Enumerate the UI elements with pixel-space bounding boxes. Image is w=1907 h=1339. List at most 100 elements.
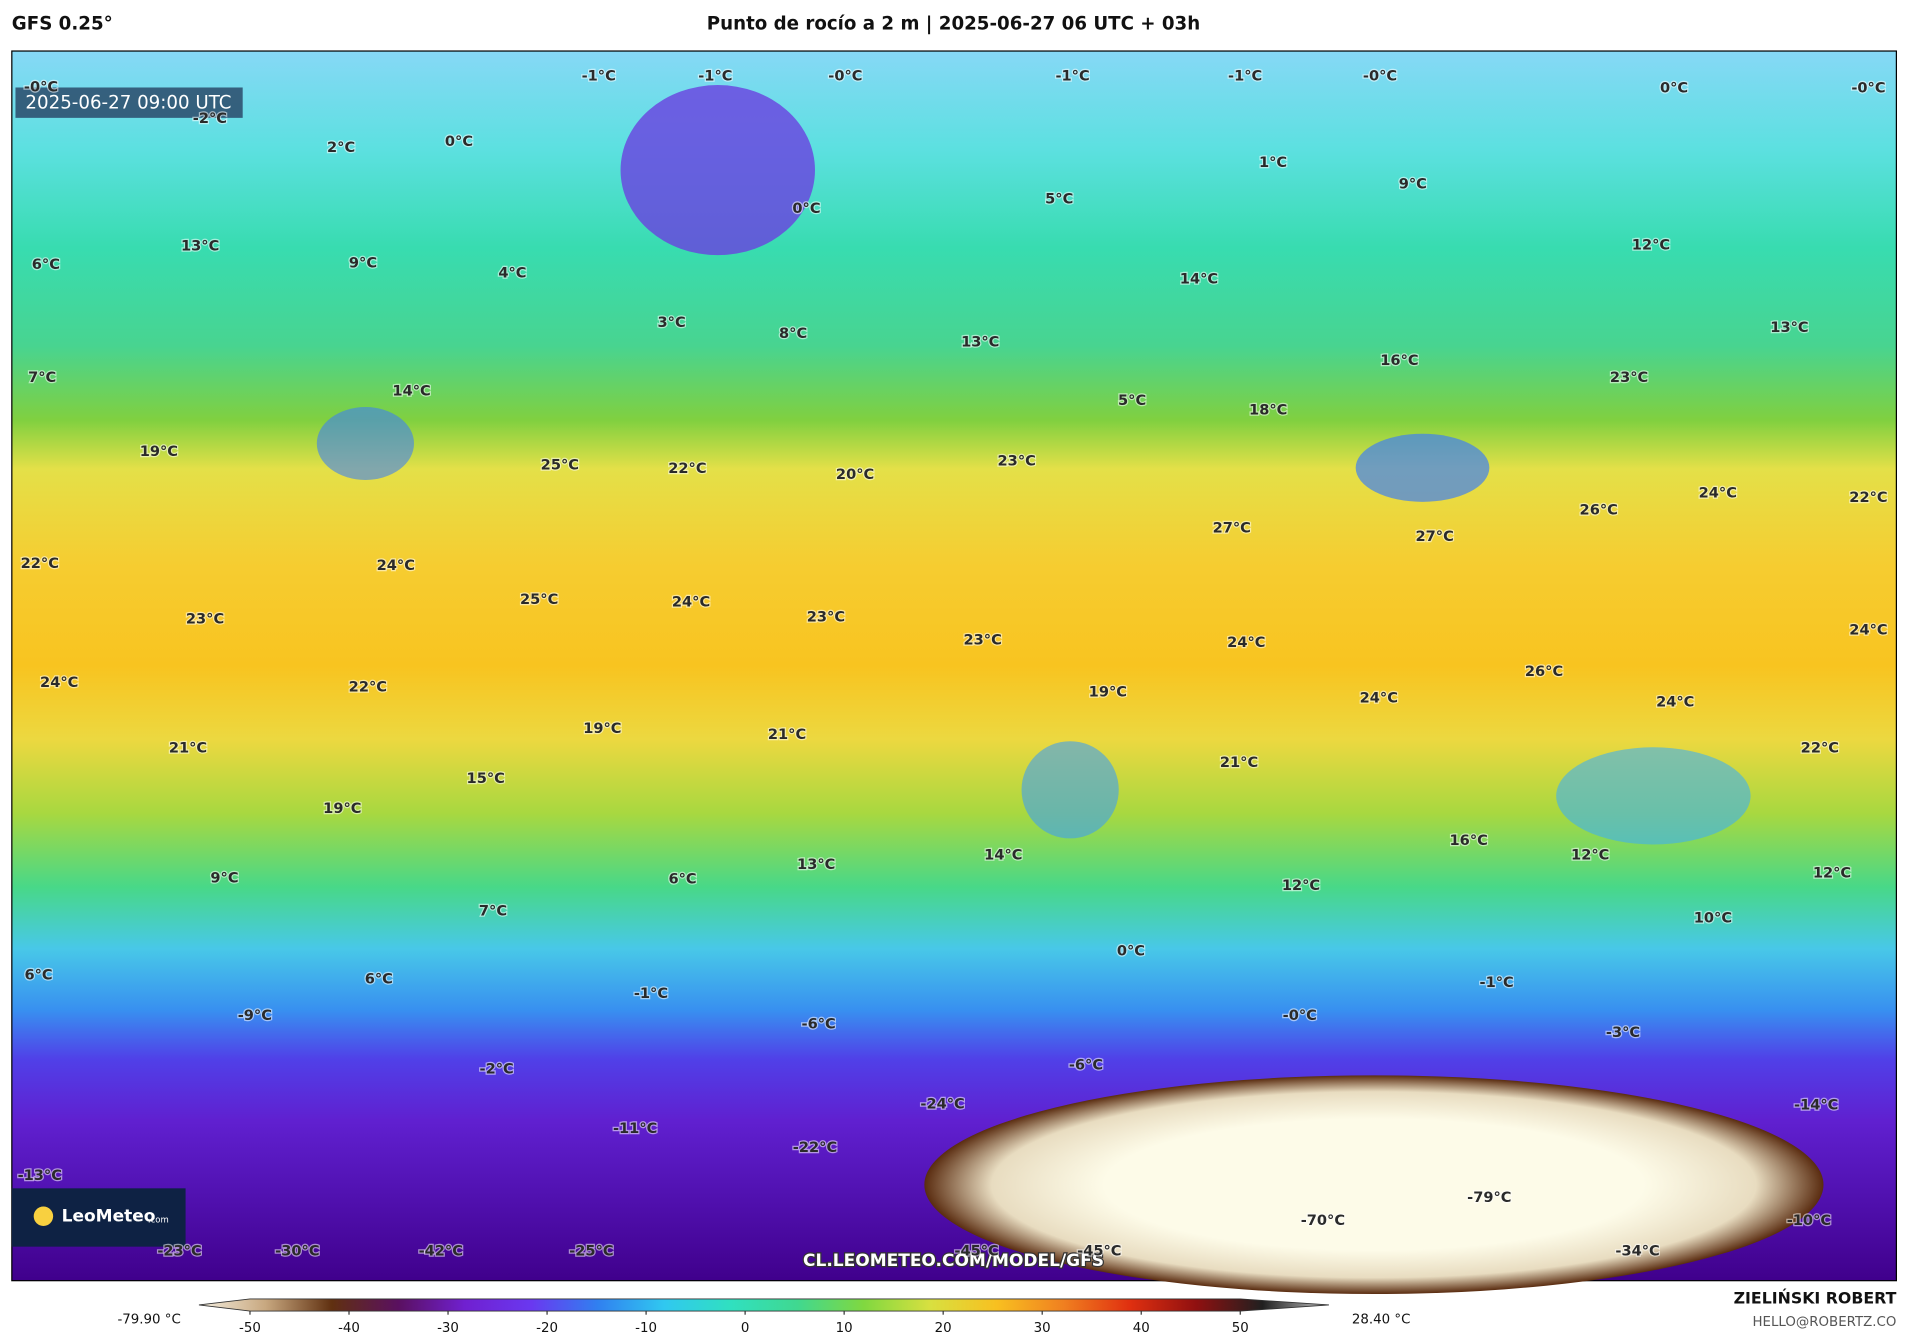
rockies xyxy=(316,407,415,480)
dewpoint-label: 24°C xyxy=(1656,693,1694,710)
dewpoint-label: 19°C xyxy=(323,800,361,817)
dewpoint-label: -34°C xyxy=(1615,1243,1659,1260)
dewpoint-label: 9°C xyxy=(1399,176,1427,193)
map-title: Punto de rocío a 2 m | 2025-06-27 06 UTC… xyxy=(707,13,1200,34)
dewpoint-label: 0°C xyxy=(792,200,820,217)
map-background xyxy=(11,50,1897,1282)
colorbar-min: -79.90 °C xyxy=(117,1313,180,1328)
dewpoint-label: -6°C xyxy=(1069,1057,1103,1074)
dewpoint-label: -10°C xyxy=(1787,1212,1831,1229)
dewpoint-label: 6°C xyxy=(32,256,60,273)
colorbar-tick-label: -20 xyxy=(536,1321,558,1336)
tibet xyxy=(1355,433,1490,502)
dewpoint-label: 13°C xyxy=(1770,319,1808,336)
colorbar-tick-label: -40 xyxy=(338,1321,360,1336)
dewpoint-label: 6°C xyxy=(365,970,393,987)
dewpoint-label: 24°C xyxy=(1849,622,1887,639)
logo: LeoMeteo xyxy=(62,1206,156,1226)
dewpoint-label: 0°C xyxy=(1660,80,1688,97)
dewpoint-label: 7°C xyxy=(28,369,56,386)
dewpoint-label: 24°C xyxy=(377,557,415,574)
dewpoint-label: 22°C xyxy=(668,460,706,477)
dewpoint-label: -1°C xyxy=(582,68,616,85)
colorbar-tick-label: 0 xyxy=(741,1321,750,1336)
dewpoint-label: 23°C xyxy=(807,608,845,625)
dewpoint-label: -45°C xyxy=(954,1243,998,1260)
dewpoint-label: 4°C xyxy=(498,264,526,281)
colorbar-tick-label: 30 xyxy=(1034,1321,1051,1336)
dewpoint-label: 24°C xyxy=(40,674,78,691)
dewpoint-label: 7°C xyxy=(479,902,507,919)
dewpoint-label: 22°C xyxy=(21,555,59,572)
dewpoint-label: -2°C xyxy=(480,1060,514,1077)
dewpoint-label: -14°C xyxy=(1794,1097,1838,1114)
dewpoint-label: 15°C xyxy=(467,770,505,787)
dewpoint-label: -23°C xyxy=(157,1243,201,1260)
colorbar-max: 28.40 °C xyxy=(1352,1313,1411,1328)
dewpoint-label: -11°C xyxy=(613,1120,657,1137)
dewpoint-label: -70°C xyxy=(1301,1212,1345,1229)
dewpoint-label: 14°C xyxy=(1180,270,1218,287)
colorbar-tick-label: 40 xyxy=(1133,1321,1150,1336)
colorbar-tick-label: 10 xyxy=(836,1321,853,1336)
dewpoint-label: 23°C xyxy=(964,631,1002,648)
dewpoint-label: 13°C xyxy=(961,334,999,351)
logo-sun xyxy=(33,1206,54,1226)
dewpoint-label: 3°C xyxy=(658,314,686,331)
dewpoint-label: 6°C xyxy=(24,967,52,984)
dewpoint-label: -0°C xyxy=(828,68,862,85)
dewpoint-label: 12°C xyxy=(1282,877,1320,894)
dewpoint-label: 8°C xyxy=(779,325,807,342)
dewpoint-label: 16°C xyxy=(1380,352,1418,369)
dewpoint-label: -3°C xyxy=(1606,1024,1640,1041)
dewpoint-label: 10°C xyxy=(1694,910,1732,927)
dewpoint-label: 27°C xyxy=(1213,520,1251,537)
dewpoint-label: 2°C xyxy=(327,139,355,156)
dewpoint-label: 12°C xyxy=(1571,846,1609,863)
dewpoint-label: 13°C xyxy=(181,238,219,255)
greenland xyxy=(620,85,815,256)
dewpoint-label: 0°C xyxy=(445,133,473,150)
dewpoint-label: 23°C xyxy=(1610,369,1648,386)
dewpoint-label: 6°C xyxy=(668,871,696,888)
dewpoint-label: 21°C xyxy=(768,726,806,743)
dewpoint-label: 24°C xyxy=(672,594,710,611)
dewpoint-label: 24°C xyxy=(1699,484,1737,501)
dewpoint-label: 22°C xyxy=(349,679,387,696)
dewpoint-label: 13°C xyxy=(797,856,835,873)
dewpoint-label: 9°C xyxy=(349,255,377,272)
colorbar-tick-label: -50 xyxy=(239,1321,261,1336)
model-name: GFS 0.25° xyxy=(12,13,113,34)
dewpoint-label: 27°C xyxy=(1416,528,1454,545)
australia xyxy=(1556,747,1751,845)
dewpoint-label: -30°C xyxy=(275,1243,319,1260)
dewpoint-label: 19°C xyxy=(1089,684,1127,701)
dewpoint-label: 1°C xyxy=(1259,154,1287,171)
dewpoint-label: -1°C xyxy=(1055,68,1089,85)
dewpoint-label: -25°C xyxy=(569,1243,613,1260)
dewpoint-label: 12°C xyxy=(1813,865,1851,882)
dewpoint-label: -0°C xyxy=(1363,68,1397,85)
dewpoint-label: 26°C xyxy=(1525,663,1563,680)
dewpoint-label: 14°C xyxy=(984,846,1022,863)
dewpoint-label: 12°C xyxy=(1632,236,1670,253)
dewpoint-label: 19°C xyxy=(140,443,178,460)
dewpoint-label: 25°C xyxy=(541,456,579,473)
dewpoint-label: -1°C xyxy=(1480,974,1514,991)
dewpoint-label: -0°C xyxy=(1851,80,1885,97)
dewpoint-label: 9°C xyxy=(210,869,238,886)
dewpoint-label: -1°C xyxy=(1228,68,1262,85)
dewpoint-label: -0°C xyxy=(1283,1007,1317,1024)
dewpoint-label: 23°C xyxy=(998,453,1036,470)
colorbar-tick-label: 20 xyxy=(935,1321,952,1336)
dewpoint-label: -9°C xyxy=(238,1007,272,1024)
dewpoint-label: -13°C xyxy=(18,1167,62,1184)
dewpoint-label: 19°C xyxy=(583,720,621,737)
dewpoint-label: 24°C xyxy=(1360,690,1398,707)
dewpoint-label: 25°C xyxy=(520,591,558,608)
dewpoint-label: 14°C xyxy=(392,382,430,399)
dewpoint-label: 5°C xyxy=(1118,392,1146,409)
dewpoint-label: 18°C xyxy=(1249,402,1287,419)
email: HELLO@ROBERTZ.CO xyxy=(1752,1315,1896,1330)
